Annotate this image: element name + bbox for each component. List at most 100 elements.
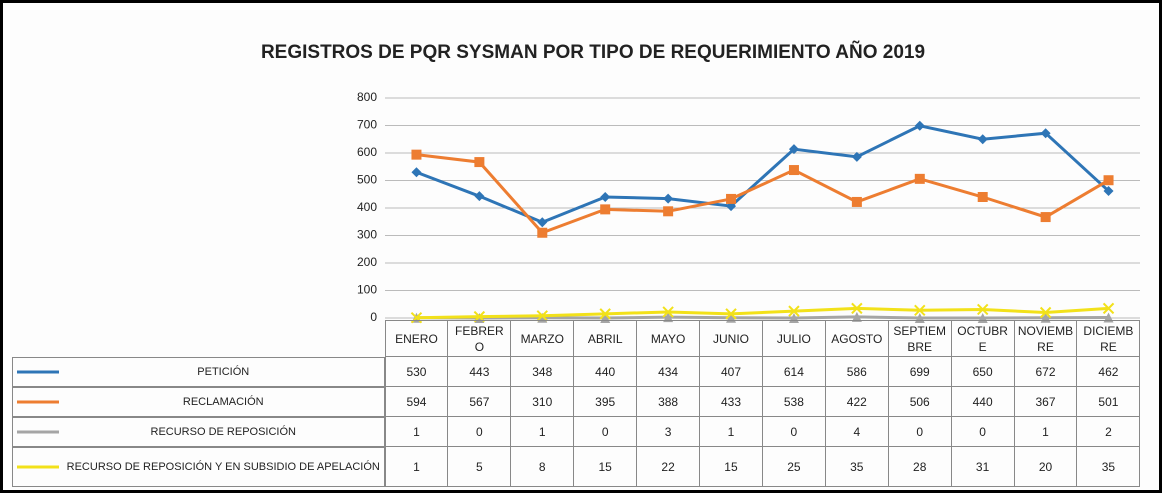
y-tick-label: 0 xyxy=(370,310,377,324)
marker xyxy=(1103,312,1114,323)
x-tick-label: NOVIEMBRE xyxy=(1013,320,1078,357)
marker xyxy=(725,308,737,320)
marker xyxy=(537,227,548,238)
corner xyxy=(12,321,385,357)
series-row: RECLAMACIÓN 594 567 310 395 388 433 538 422 506 44… xyxy=(12,386,1141,417)
data-label: 15 xyxy=(573,446,638,487)
data-table: ENERO FEBRERO MARZO ABRIL MAYO JUNIO JULIO AGOS… xyxy=(12,320,1141,487)
x-tick-label: AGOSTO xyxy=(824,320,889,357)
data-label: 443 xyxy=(447,356,512,387)
marker xyxy=(536,310,548,322)
x-tick-label: SEPTIEMBRE xyxy=(887,320,952,357)
legend-label: RECURSO DE REPOSICIÓN xyxy=(150,425,296,438)
x-tick-label: OCTUBRE xyxy=(950,320,1015,357)
legend-label: PETICIÓN xyxy=(197,365,250,378)
marker xyxy=(977,134,988,145)
data-label: 4 xyxy=(824,416,889,447)
marker xyxy=(1040,128,1051,139)
series-line xyxy=(416,315,1109,320)
marker xyxy=(977,303,989,316)
data-label: 20 xyxy=(1013,446,1078,487)
y-tick-label: 800 xyxy=(357,90,377,104)
series-line xyxy=(416,306,1109,320)
data-label: 31 xyxy=(950,446,1015,487)
data-label: 594 xyxy=(384,386,449,417)
marker xyxy=(599,308,611,320)
marker xyxy=(914,304,926,317)
data-label: 440 xyxy=(950,386,1015,417)
marker xyxy=(474,191,485,202)
marker xyxy=(851,311,862,322)
y-tick-label: 600 xyxy=(357,145,377,159)
marker xyxy=(1039,306,1052,319)
legend-entry: RECURSO DE REPOSICIÓN Y EN SUBSIDIO DE A… xyxy=(12,446,385,487)
x-tick-label: FEBRERO xyxy=(447,320,512,357)
marker xyxy=(663,206,674,217)
marker xyxy=(600,192,611,202)
data-label: 586 xyxy=(824,356,889,387)
marker xyxy=(788,144,799,155)
legend-entry: RECURSO DE REPOSICIÓN xyxy=(12,416,385,447)
legend-entry: PETICIÓN xyxy=(12,356,385,387)
marker xyxy=(474,157,485,168)
series-line xyxy=(416,153,1110,235)
marker xyxy=(726,193,737,204)
y-tick-label: 100 xyxy=(357,283,377,297)
data-label: 310 xyxy=(510,386,575,417)
x-tick-label: JUNIO xyxy=(699,320,763,357)
chart-title: REGISTROS DE PQR SYSMAN POR TIPO DE REQU… xyxy=(261,41,925,63)
marker xyxy=(851,302,863,315)
legend-label: RECLAMACIÓN xyxy=(182,395,264,408)
legend-entry: RECLAMACIÓN xyxy=(12,386,385,417)
y-tick-label: 300 xyxy=(357,228,377,242)
marker xyxy=(411,167,422,178)
marker xyxy=(914,173,925,184)
data-label: 395 xyxy=(573,386,638,417)
data-label: 28 xyxy=(887,446,952,487)
marker xyxy=(663,312,674,323)
data-label: 3 xyxy=(636,416,701,447)
legend-swatch xyxy=(17,370,59,373)
legend-swatch xyxy=(17,400,59,403)
data-label: 5 xyxy=(447,446,512,487)
data-label: 2 xyxy=(1076,416,1141,447)
data-label: 22 xyxy=(636,446,701,487)
marker xyxy=(788,165,799,176)
marker xyxy=(600,204,611,215)
data-label: 348 xyxy=(510,356,575,387)
x-tick-label: MAYO xyxy=(636,320,701,357)
data-label: 538 xyxy=(761,386,826,417)
legend-swatch xyxy=(17,465,59,468)
marker xyxy=(1040,212,1051,223)
data-label: 440 xyxy=(573,356,638,387)
marker xyxy=(663,193,674,204)
marker xyxy=(1103,175,1114,186)
data-label: 434 xyxy=(636,356,701,387)
data-label: 672 xyxy=(1013,356,1078,387)
legend-label: RECURSO DE REPOSICIÓN Y EN SUBSIDIO DE A… xyxy=(66,460,380,473)
legend-swatch xyxy=(17,430,59,433)
data-label: 35 xyxy=(824,446,889,487)
data-label: 699 xyxy=(887,356,952,387)
marker xyxy=(977,192,988,202)
marker xyxy=(662,306,674,318)
marker xyxy=(537,217,548,228)
data-label: 1 xyxy=(1013,416,1078,447)
data-label: 1 xyxy=(384,416,449,447)
y-tick-label: 200 xyxy=(357,255,377,269)
marker xyxy=(851,151,862,162)
marker xyxy=(411,149,422,160)
y-tick-label: 400 xyxy=(357,200,377,214)
data-label: 0 xyxy=(573,416,638,447)
data-label: 25 xyxy=(761,446,826,487)
marker xyxy=(914,120,925,131)
data-label: 0 xyxy=(761,416,826,447)
header-row: ENERO FEBRERO MARZO ABRIL MAYO JUNIO JULIO AGOS… xyxy=(12,320,1141,357)
data-label: 388 xyxy=(636,386,701,417)
data-label: 567 xyxy=(447,386,512,417)
data-label: 15 xyxy=(699,446,763,487)
series-row: RECURSO DE REPOSICIÓN 1 0 1 0 3 1 0 4 0 0 1 2 xyxy=(12,416,1141,447)
data-label: 422 xyxy=(824,386,889,417)
data-label: 462 xyxy=(1076,356,1141,387)
